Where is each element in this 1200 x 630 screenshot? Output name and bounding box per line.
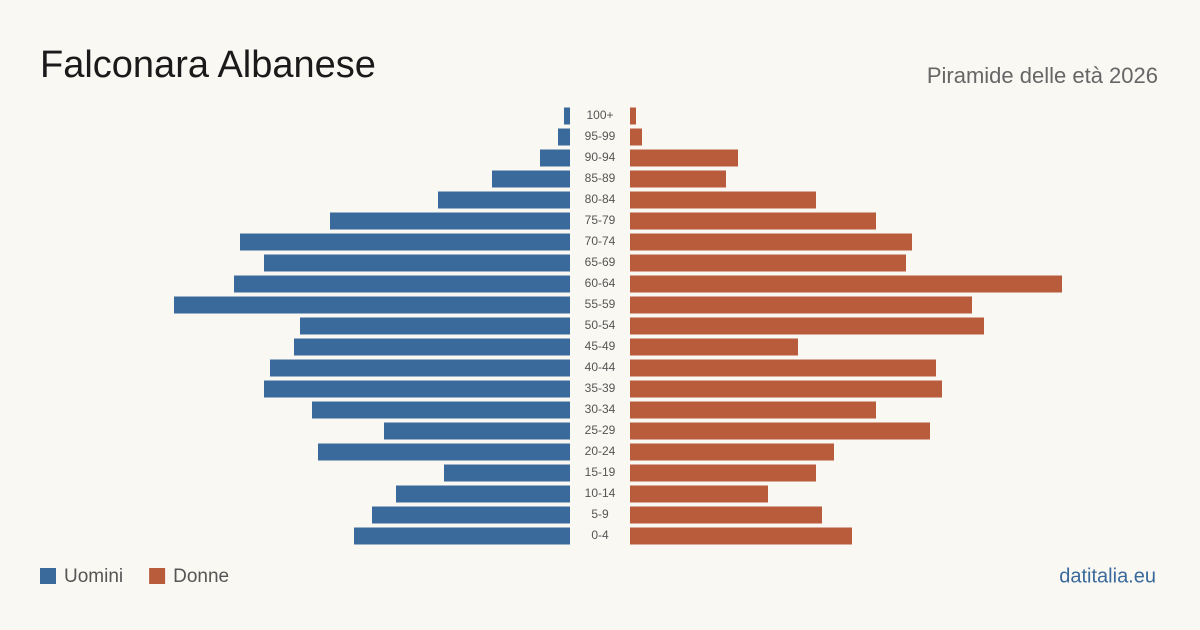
bar xyxy=(630,191,816,209)
bar xyxy=(264,380,570,398)
bar xyxy=(630,527,852,545)
age-label: 25-29 xyxy=(585,423,616,437)
age-label: 75-79 xyxy=(585,213,616,227)
bar xyxy=(630,212,876,230)
age-label: 5-9 xyxy=(591,507,609,521)
age-label: 65-69 xyxy=(585,255,616,269)
chart-title: Falconara Albanese xyxy=(40,44,376,86)
source: datitalia.eu xyxy=(1059,565,1156,587)
legend-label: Donne xyxy=(173,566,229,587)
bar xyxy=(492,170,570,188)
age-label: 10-14 xyxy=(585,486,616,500)
bar xyxy=(264,254,570,272)
bar xyxy=(312,401,570,419)
bar xyxy=(396,485,570,503)
age-label: 50-54 xyxy=(585,318,616,332)
bar xyxy=(234,275,570,293)
bar xyxy=(630,170,726,188)
bar xyxy=(630,275,1062,293)
bar xyxy=(630,506,822,524)
legend-label: Uomini xyxy=(64,566,123,587)
bar xyxy=(294,338,570,356)
age-label: 70-74 xyxy=(585,234,616,248)
bar xyxy=(630,485,768,503)
age-label: 90-94 xyxy=(585,150,616,164)
age-label: 30-34 xyxy=(585,402,616,416)
bar xyxy=(354,527,570,545)
age-label: 0-4 xyxy=(591,528,609,542)
bar xyxy=(630,443,834,461)
age-label: 100+ xyxy=(586,108,613,122)
bar xyxy=(540,149,570,167)
age-label: 85-89 xyxy=(585,171,616,185)
legend-swatch xyxy=(149,568,166,584)
bar xyxy=(174,296,570,314)
bar xyxy=(630,464,816,482)
bar xyxy=(372,506,570,524)
age-label: 35-39 xyxy=(585,381,616,395)
bar xyxy=(444,464,570,482)
bar xyxy=(630,233,912,251)
bar xyxy=(630,254,906,272)
bar xyxy=(630,401,876,419)
age-label: 60-64 xyxy=(585,276,616,290)
age-label: 55-59 xyxy=(585,297,616,311)
bar xyxy=(300,317,570,335)
bar xyxy=(630,317,984,335)
bar xyxy=(384,422,570,440)
bar xyxy=(558,128,570,146)
age-label: 15-19 xyxy=(585,465,616,479)
bar xyxy=(630,107,636,125)
bar xyxy=(630,359,936,377)
bar xyxy=(240,233,570,251)
chart-subtitle: Piramide delle età 2026 xyxy=(927,63,1158,88)
bar xyxy=(330,212,570,230)
bar xyxy=(318,443,570,461)
age-label: 80-84 xyxy=(585,192,616,206)
bar xyxy=(630,296,972,314)
bar xyxy=(630,422,930,440)
bar xyxy=(630,128,642,146)
age-label: 45-49 xyxy=(585,339,616,353)
bar xyxy=(564,107,570,125)
age-label: 20-24 xyxy=(585,444,616,458)
legend-swatch xyxy=(40,568,56,584)
bar xyxy=(438,191,570,209)
bar xyxy=(270,359,570,377)
bar xyxy=(630,149,738,167)
bar xyxy=(630,380,942,398)
age-label: 95-99 xyxy=(585,129,616,143)
age-label: 40-44 xyxy=(585,360,616,374)
bar xyxy=(630,338,798,356)
